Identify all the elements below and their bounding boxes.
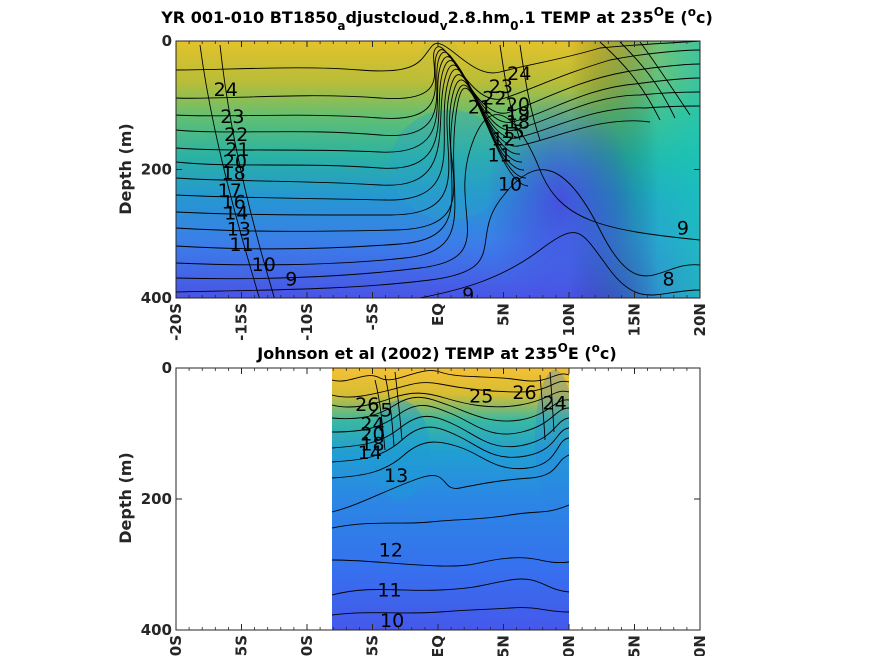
contour-label: 18 [506, 111, 530, 133]
top-y-axis-label: Depth (m) [116, 123, 135, 215]
contour-label: 23 [489, 76, 513, 98]
y-tick-label: 400 [141, 289, 172, 307]
contour-label: 19 [506, 103, 530, 125]
contour-label: 24 [542, 393, 566, 415]
contour-label: 22 [224, 124, 248, 146]
contour-label: 26 [355, 394, 379, 416]
bottom-chart-title: Johnson et al (2002) TEMP at 235OE (oc) [256, 341, 616, 363]
top-contours [176, 41, 700, 298]
x-tick-label: -15S [233, 635, 251, 656]
y-tick-label: 0 [162, 359, 172, 377]
contour-label: 11 [377, 579, 401, 601]
contour-label: 10 [380, 610, 404, 632]
contour-label: 9 [285, 269, 297, 291]
x-tick-label: -5S [364, 303, 382, 330]
contour-label: 20 [506, 94, 530, 116]
x-tick-label: 5N [495, 635, 513, 656]
contour-label: 20 [360, 424, 384, 446]
x-tick-label: 20N [691, 635, 709, 656]
x-tick-label: -10S [298, 635, 316, 656]
contour-label: 24 [507, 63, 531, 85]
contour-label: 13 [384, 465, 408, 487]
x-tick-label: 10N [560, 635, 578, 656]
top-x-axis: -20S -15S -10S -5S EQ 5N 10N 15N 20N [167, 41, 709, 341]
contour-label: 12 [491, 129, 515, 151]
contour-label: 10 [498, 174, 522, 196]
contour-label: 14 [224, 203, 248, 225]
x-tick-label: -15S [233, 303, 251, 341]
bottom-y-axis: 0 200 400 [141, 359, 700, 639]
contour-label: 15 [501, 121, 525, 143]
bottom-y-axis-label: Depth (m) [116, 452, 135, 544]
contour-label: 9 [462, 284, 474, 306]
contour-label: 8 [663, 269, 675, 291]
y-tick-label: 0 [162, 32, 172, 50]
contour-label: 12 [379, 539, 403, 561]
contour-label: 11 [229, 234, 253, 256]
x-tick-label: EQ [429, 303, 447, 326]
top-y-axis: 0 200 400 [141, 32, 700, 307]
contour-label: 20 [223, 151, 247, 173]
contour-label: 25 [368, 399, 392, 421]
contour-label: 11 [487, 145, 511, 167]
contour-label: 21 [468, 97, 492, 119]
x-tick-label: 10N [560, 303, 578, 336]
contour-label: 21 [225, 139, 249, 161]
x-tick-label: 15N [626, 303, 644, 336]
top-panel: YR 001-010 BT1850adjustcloudv2.8.hm0.1 T… [116, 5, 713, 341]
x-tick-label: 5N [495, 303, 513, 326]
contour-label: 14 [358, 442, 382, 464]
x-tick-label: EQ [429, 635, 447, 656]
x-tick-label: 15N [626, 635, 644, 656]
contour-label: 25 [469, 386, 493, 408]
contour-label: 22 [482, 88, 506, 110]
top-chart-title: YR 001-010 BT1850adjustcloudv2.8.hm0.1 T… [160, 5, 713, 33]
contour-label: 18 [360, 433, 384, 455]
bottom-panel: Johnson et al (2002) TEMP at 235OE (oc) [116, 341, 709, 656]
y-tick-label: 200 [141, 490, 172, 508]
contour-label: 18 [222, 163, 246, 185]
contour-label: 17 [218, 180, 242, 202]
x-tick-label: 20N [691, 303, 709, 336]
bottom-x-axis: -20S -15S -10S -5S EQ 5N 10N 15N 20N [167, 368, 709, 656]
contour-label: 26 [512, 382, 536, 404]
x-tick-label: -20S [167, 635, 185, 656]
contour-label: 16 [222, 192, 246, 214]
y-tick-label: 400 [141, 621, 172, 639]
contour-label: 10 [252, 254, 276, 276]
contour-label: 9 [677, 217, 689, 239]
contour-label: 13 [227, 219, 251, 241]
contour-label: 24 [214, 79, 238, 101]
contour-label: 23 [220, 106, 244, 128]
x-tick-label: -10S [298, 303, 316, 341]
x-tick-label: -20S [167, 303, 185, 341]
bottom-contours [332, 370, 569, 616]
y-tick-label: 200 [141, 161, 172, 179]
contour-label: 24 [360, 414, 384, 436]
x-tick-label: -5S [364, 635, 382, 656]
